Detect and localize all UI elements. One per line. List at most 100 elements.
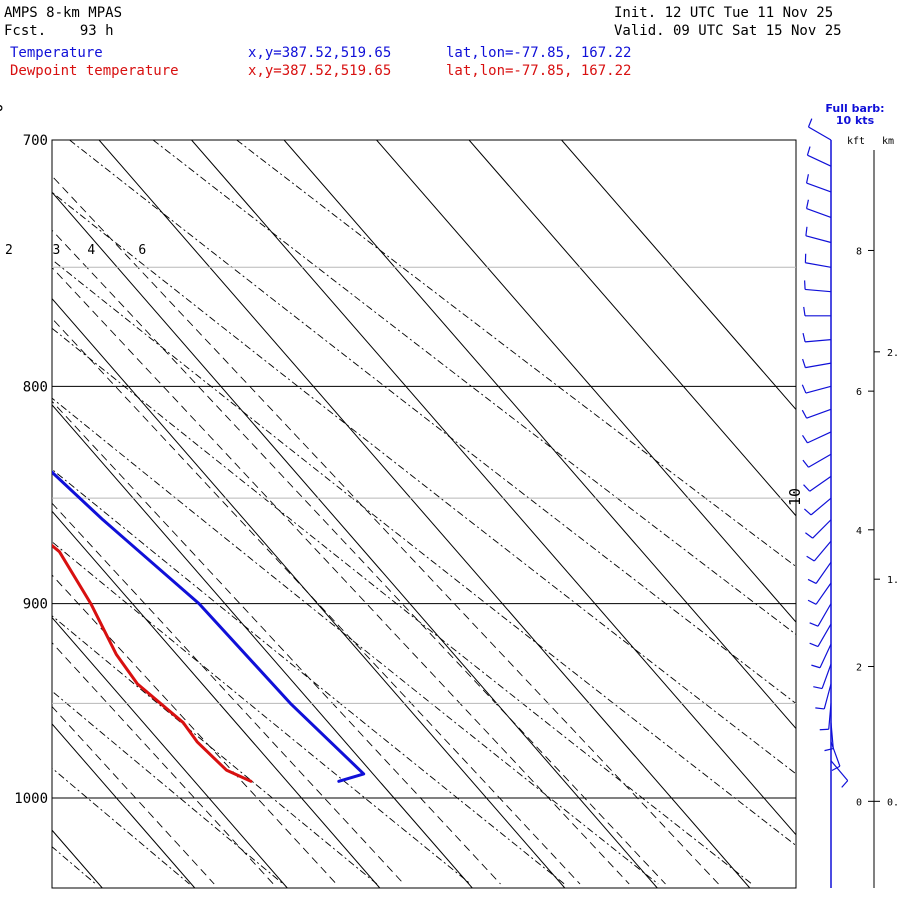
wind-barb-flag [803,306,806,316]
wind-barb-flag [813,686,823,690]
km-label: km [882,136,894,147]
legend-temperature-xy: x,y=387.52,519.65 [248,45,392,61]
legend-dewpoint-label: Dewpoint temperature [10,63,179,79]
dry-adiabat-line [152,140,796,635]
wind-barb [805,262,832,268]
grid-lines [0,140,796,888]
wind-barb [806,182,832,193]
dry-adiabat-line [0,140,2,884]
isotherm-line [52,191,658,888]
isotherm-line [52,297,566,888]
kft-label: kft [847,136,865,147]
mixing-ratio-line [52,502,405,885]
mixing-ratio-line [52,175,719,885]
isotherm-line [191,140,796,836]
dry-adiabat-line [52,846,96,885]
wind-barb-flag [807,118,813,128]
wind-barb [810,497,832,516]
pressure-tick-label: 900 [23,597,48,613]
grid-labels: 7008009001000-70-60-50-40-30-20-10010220… [0,103,804,807]
kft-tick-label: 6 [856,387,862,398]
wind-barb-flag [806,146,811,156]
wind-barb-flag [815,707,825,710]
dry-adiabat-line [52,191,796,775]
wind-barb [828,703,832,730]
wind-barb [805,288,832,293]
mixing-ratio-line [52,229,666,885]
legend-dewpoint-xy: x,y=387.52,519.65 [248,63,392,79]
wind-barb [806,408,832,419]
mixing-ratio-line [52,705,215,885]
wind-barb-flag [802,333,806,343]
mixing-ratio-label: 4 [87,243,95,258]
wind-barb-flag [802,459,809,468]
wind-barb-flag [801,384,807,394]
isotherm-line [98,140,751,888]
dry-adiabat-line [52,468,565,885]
wind-barb-flag [801,409,808,419]
wind-barb [809,475,832,492]
wind-barb-flag [805,532,813,539]
wind-barb-flag [806,555,815,562]
pressure-tick-label: 700 [23,133,48,149]
isotherm-line [468,140,796,517]
wind-barb-flag [805,174,809,184]
isotherm-line [52,723,196,888]
wind-barb [808,453,832,468]
wind-barb [806,207,832,218]
km-tick-label: 2. [887,348,899,359]
mixing-ratio-label: 6 [138,243,146,258]
temperature-tick-label: 0 [0,103,7,112]
wind-height-panel: Full barb: 10 kts kft km 0. 1. 2. 0 2 4 6 8 [801,102,899,888]
wind-barb-flag [841,780,849,788]
wind-barb [808,126,832,141]
mixing-ratio-line [52,317,581,885]
forecast-line: Fcst. 93 h [4,22,114,40]
legend-temperature-label: Temperature [10,45,103,61]
dry-adiabat-line [236,140,796,568]
wind-barb [813,540,832,562]
barb-key-line2: 10 kts [836,114,875,127]
isotherm-line [376,140,796,623]
wind-barb [817,623,832,647]
mixing-ratio-line [52,400,501,885]
wind-barb-flag [803,484,811,492]
wind-barb [830,722,834,749]
dry-adiabat-line [52,541,471,885]
temperature-line [52,470,366,783]
dry-adiabat-line [52,327,753,885]
pressure-tick-label: 1000 [14,791,48,807]
wind-barb [823,683,832,710]
dry-adiabat-line [52,690,284,885]
mixing-ratio-line [52,266,630,885]
kft-tick-label: 0 [856,797,862,808]
wind-barb-flag [809,642,819,648]
dry-adiabat-line [52,397,659,885]
wind-barb [812,519,832,539]
wind-barb [805,362,832,369]
barb-key-line1: Full barb: [825,102,884,115]
wind-barb-flag [802,435,808,444]
wind-barb [815,561,832,584]
km-tick-label: 0. [887,797,899,808]
kft-tick-label: 4 [856,526,862,537]
wind-barb [805,339,832,343]
wind-barb [821,663,832,689]
wind-barb-flag [802,358,806,368]
wind-barb [815,582,832,605]
wind-barb [805,385,832,394]
wind-barb [819,643,832,668]
kft-tick-label: 8 [856,246,862,257]
init-time: Init. 12 UTC Tue 11 Nov 25 [614,5,834,21]
wind-barb [830,760,849,782]
isotherm-line [561,140,796,411]
dewpoint-line [52,543,253,783]
sounding-series [52,470,366,783]
wind-barb [807,431,832,444]
forecast-hours: 93 h [79,23,114,39]
model-title: AMPS 8-km MPAS [4,5,123,21]
wind-barb [817,603,832,627]
forecast-label: Fcst. [4,23,47,39]
isotherm-line [52,404,473,888]
